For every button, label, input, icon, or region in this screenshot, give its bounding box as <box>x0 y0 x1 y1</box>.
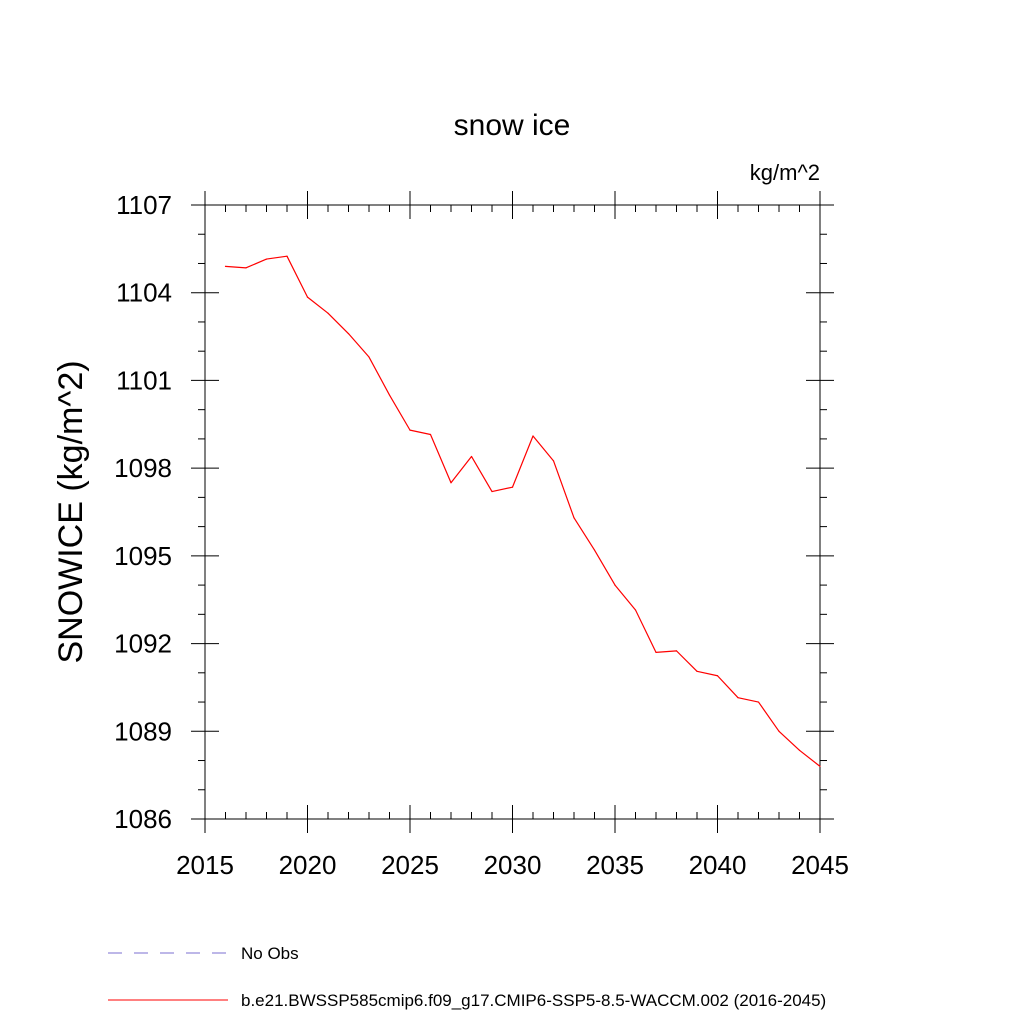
data-point <box>265 258 268 260</box>
units-label: kg/m^2 <box>750 160 820 185</box>
data-point <box>778 730 780 732</box>
x-tick-label: 2015 <box>176 850 234 880</box>
data-point <box>306 296 309 298</box>
y-tick-labels: 1086 1089 1092 1095 1098 1101 1104 1107 <box>114 190 172 834</box>
y-tick-label: 1092 <box>114 629 172 659</box>
y-tick-label: 1086 <box>114 804 172 834</box>
data-point <box>470 455 473 458</box>
y-tick-label: 1095 <box>114 541 172 571</box>
y-tick-label: 1104 <box>116 278 172 308</box>
data-point <box>347 333 350 335</box>
x-tick-label: 2025 <box>381 850 439 880</box>
chart-title: snow ice <box>454 109 571 142</box>
data-point <box>409 429 411 431</box>
x-tick-labels: 2015 2020 2025 2030 2035 2040 2045 <box>176 850 849 880</box>
data-point <box>491 490 493 493</box>
y-tick-label: 1107 <box>116 190 172 220</box>
data-point <box>552 460 555 462</box>
y-tick-label: 1101 <box>116 365 172 395</box>
data-point <box>593 549 596 551</box>
data-point <box>388 394 391 396</box>
data-point <box>224 265 227 267</box>
data-point <box>450 482 452 484</box>
data-point <box>655 651 657 653</box>
series-layer <box>224 255 821 767</box>
x-tick-label: 2030 <box>484 850 542 880</box>
y-tick-label: 1098 <box>114 453 172 483</box>
x-tick-label: 2020 <box>279 850 337 880</box>
data-point <box>634 609 637 611</box>
data-point <box>532 435 534 437</box>
series-line <box>225 255 821 767</box>
data-point <box>511 486 514 488</box>
data-point <box>614 584 616 586</box>
data-point <box>675 650 678 652</box>
data-point <box>327 312 329 314</box>
legend: No Obs b.e21.BWSSP585cmip6.f09_g17.CMIP6-… <box>108 944 826 1010</box>
y-tick-label: 1089 <box>114 716 172 746</box>
axis-ticks <box>191 191 834 833</box>
y-axis-label: SNOWICE (kg/m^2) <box>52 360 90 663</box>
x-tick-label: 2045 <box>791 850 849 880</box>
data-point <box>245 267 247 269</box>
data-point <box>573 517 575 519</box>
legend-label: No Obs <box>241 944 299 963</box>
data-point <box>286 255 288 257</box>
data-point <box>737 697 739 699</box>
data-point <box>429 433 432 436</box>
data-point <box>696 670 698 672</box>
data-point <box>798 749 801 751</box>
plot-frame <box>204 204 821 820</box>
data-point <box>757 701 760 703</box>
data-point <box>368 356 370 358</box>
data-point <box>716 675 719 677</box>
x-tick-label: 2035 <box>586 850 644 880</box>
x-tick-label: 2040 <box>689 850 747 880</box>
data-point <box>819 765 821 767</box>
legend-label: b.e21.BWSSP585cmip6.f09_g17.CMIP6-SSP5-8… <box>241 991 826 1010</box>
